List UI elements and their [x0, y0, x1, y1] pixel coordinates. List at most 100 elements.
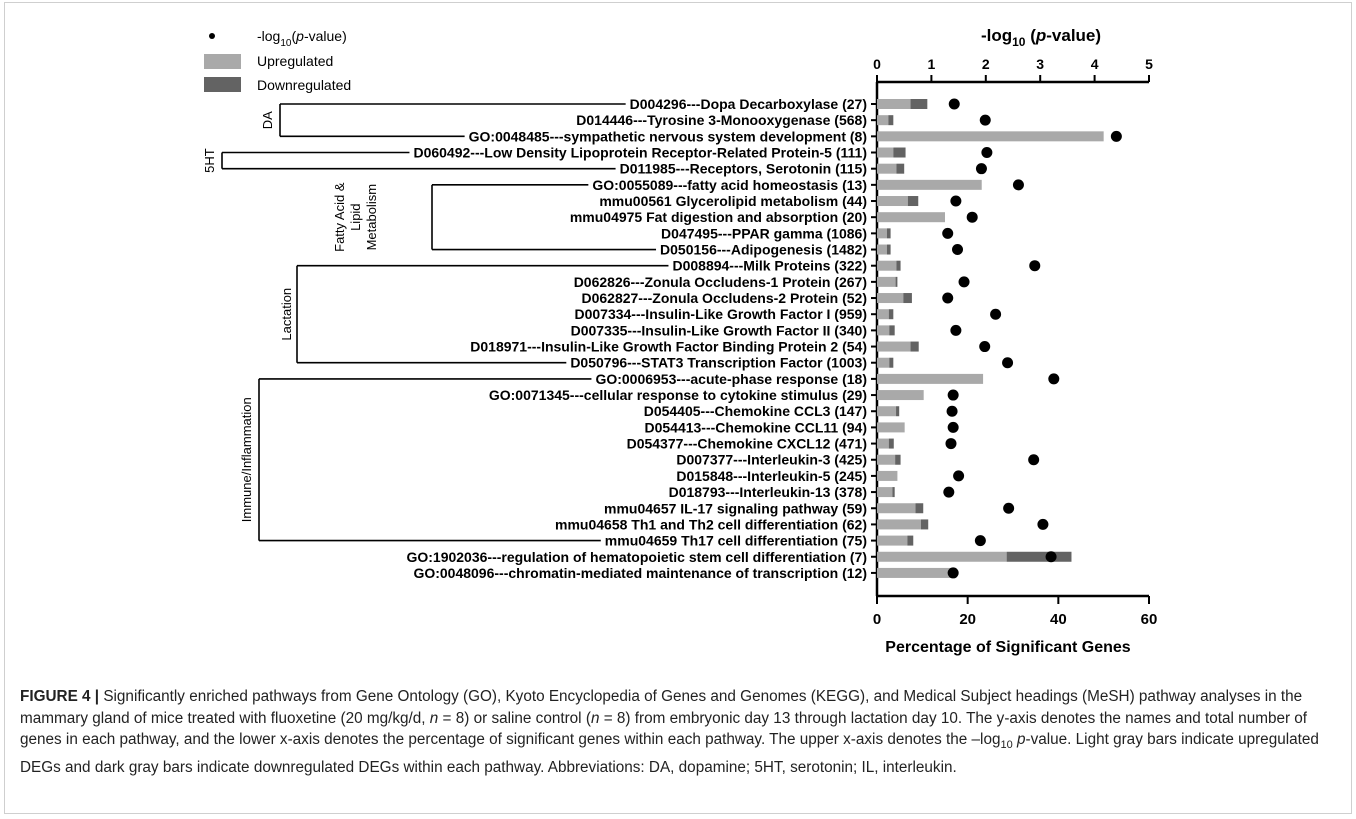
bar-upregulated	[877, 309, 889, 320]
category-label: D004296---Dopa Decarboxylase (27)	[630, 96, 867, 112]
category-label: D008894---Milk Proteins (322)	[672, 258, 867, 274]
category-label: D060492---Low Density Lipoprotein Recept…	[413, 145, 867, 161]
caption-n2: n	[590, 709, 600, 727]
group-label: Lipid	[348, 203, 363, 230]
bar-downregulated	[907, 196, 919, 207]
bar-upregulated	[877, 115, 889, 126]
bar-downregulated	[896, 406, 900, 417]
bar-upregulated	[877, 422, 905, 433]
caption-text-3: = 8) from embryonic day 13 through lacta…	[20, 709, 1308, 749]
pvalue-dot	[966, 211, 978, 223]
pvalue-dot	[958, 276, 970, 288]
category-label: D062826---Zonula Occludens-1 Protein (26…	[574, 274, 867, 290]
bar-downregulated	[895, 276, 898, 287]
pvalue-dot	[945, 438, 957, 450]
pvalue-dots	[942, 98, 1122, 579]
category-label: GO:0048096---chromatin-mediated maintena…	[413, 565, 867, 581]
category-label: D054377---Chemokine CXCL12 (471)	[627, 436, 867, 452]
category-label: D007335---Insulin-Like Growth Factor II …	[571, 322, 867, 338]
figure-caption: FIGURE 4 | Significantly enriched pathwa…	[20, 686, 1336, 778]
bar-downregulated	[893, 147, 906, 158]
bar-downregulated	[1006, 551, 1072, 562]
category-label: D011985---Receptors, Serotonin (115)	[620, 161, 867, 177]
figure-frame	[4, 2, 1352, 814]
category-label: mmu04658 Th1 and Th2 cell differentiatio…	[555, 516, 867, 532]
category-label: D007377---Interleukin-3 (425)	[676, 452, 867, 468]
top-axis-tick-label: 1	[928, 56, 936, 72]
category-label: GO:1902036---regulation of hematopoietic…	[406, 549, 867, 565]
group-label: 5HT	[202, 148, 217, 173]
category-label: mmu00561 Glycerolipid metabolism (44)	[599, 193, 867, 209]
legend-dot-label: -log10(p-value)	[257, 28, 347, 49]
pvalue-dot	[950, 195, 962, 207]
bar-upregulated	[877, 260, 897, 271]
bar-downregulated	[889, 325, 895, 336]
bar-downregulated	[888, 115, 894, 126]
bar-upregulated	[877, 163, 897, 174]
category-label: D014446---Tyrosine 3-Monooxygenase (568)	[576, 112, 867, 128]
pvalue-dot	[1037, 518, 1049, 530]
group-label: Metabolism	[364, 184, 379, 250]
pvalue-dot	[1045, 551, 1057, 563]
bar-upregulated	[877, 487, 893, 498]
group-brackets: DA 5HT Fatty Acid & Lipid Metabolism Lactatio…	[202, 103, 669, 542]
pvalue-dot	[1012, 179, 1024, 191]
bar-downregulated	[920, 519, 929, 530]
bar-upregulated	[877, 244, 887, 255]
bar-downregulated	[896, 260, 901, 271]
legend-dot-marker	[209, 33, 215, 39]
category-label: D050796---STAT3 Transcription Factor (10…	[570, 355, 867, 371]
bar-upregulated	[877, 131, 1104, 142]
category-label: mmu04975 Fat digestion and absorption (2…	[570, 209, 867, 225]
bar-downregulated	[888, 438, 894, 449]
top-axis-tick-label: 4	[1091, 56, 1099, 72]
bar-upregulated	[877, 99, 911, 109]
pvalue-dot	[981, 147, 993, 159]
pvalue-dot	[950, 324, 962, 336]
bar-upregulated	[877, 454, 896, 465]
top-axis-tick-label: 5	[1145, 56, 1153, 72]
bottom-axis-tick-label: 0	[873, 611, 881, 628]
category-label: D018971---Insulin-Like Growth Factor Bin…	[470, 339, 867, 355]
category-label: GO:0055089---fatty acid homeostasis (13)	[592, 177, 867, 193]
enrichment-chart: -log10(p-value) Upregulated Downregulate…	[202, 26, 1157, 656]
pvalue-dot	[947, 389, 959, 401]
top-axis-title: -log10 (p-value)	[981, 26, 1101, 49]
category-label: mmu04659 Th17 cell differentiation (75)	[605, 533, 867, 549]
group-label: DA	[260, 111, 275, 129]
category-label: D007334---Insulin-Like Growth Factor I (…	[574, 306, 867, 322]
category-labels: D004296---Dopa Decarboxylase (27)D014446…	[406, 96, 867, 581]
bar-upregulated	[877, 276, 896, 287]
caption-sub: 10	[1000, 739, 1013, 752]
bar-upregulated	[877, 390, 924, 401]
bar-upregulated	[877, 470, 898, 481]
pvalue-dot	[943, 486, 955, 498]
bar-upregulated	[877, 228, 887, 239]
bar-upregulated	[877, 519, 921, 530]
bar-upregulated	[877, 196, 908, 207]
bar-downregulated	[892, 487, 895, 498]
bar-downregulated	[910, 99, 928, 109]
caption-text-5: -value. Light gray bars indicate upregul…	[20, 731, 1319, 776]
bar-upregulated	[877, 438, 889, 449]
pvalue-dot	[1003, 502, 1015, 514]
pvalue-dot	[1048, 373, 1060, 385]
bar-downregulated	[886, 228, 891, 239]
bar-downregulated	[896, 163, 905, 174]
pvalue-dot	[942, 292, 954, 304]
pvalue-dot	[946, 405, 958, 417]
caption-text-2: = 8) or saline control (	[438, 709, 591, 727]
category-label: GO:0048485---sympathetic nervous system …	[469, 128, 867, 144]
bar-upregulated	[877, 325, 890, 336]
bar-upregulated	[877, 373, 984, 384]
bar-downregulated	[903, 293, 912, 304]
caption-p: p	[1016, 731, 1026, 749]
bar-downregulated	[889, 357, 894, 368]
legend-down-swatch	[204, 77, 241, 92]
pvalue-dot	[974, 535, 986, 547]
bar-upregulated	[877, 179, 982, 190]
pvalue-dot	[942, 227, 954, 239]
pvalue-dot	[975, 163, 987, 175]
bar-downregulated	[907, 535, 914, 546]
category-label: D054405---Chemokine CCL3 (147)	[644, 403, 867, 419]
